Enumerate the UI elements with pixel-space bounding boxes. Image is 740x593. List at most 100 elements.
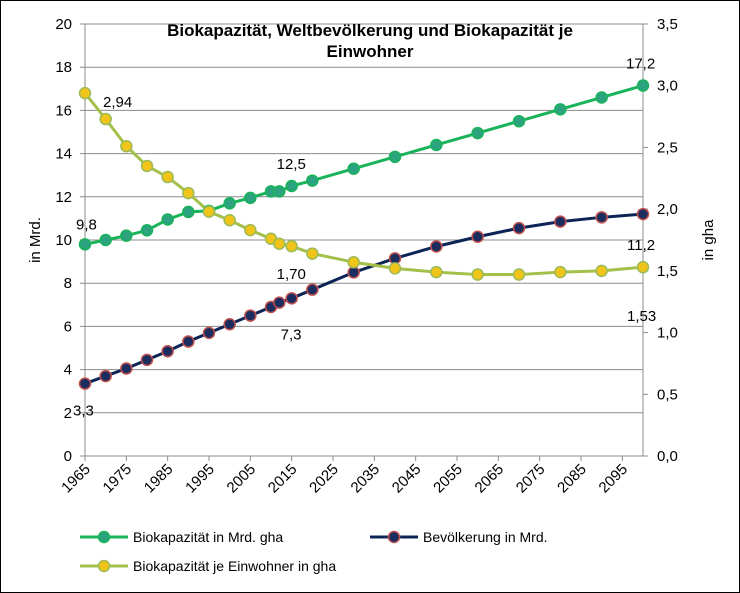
y-left-tick-label: 0	[64, 448, 72, 465]
data-point	[595, 91, 608, 104]
data-point	[202, 205, 216, 218]
data-label: 1,53	[627, 308, 656, 325]
data-point	[182, 186, 195, 200]
data-point	[430, 265, 443, 279]
data-point	[244, 191, 257, 205]
y-right-tick-label: 0,0	[657, 448, 678, 465]
y-right-tick-label: 1,5	[657, 263, 678, 280]
data-point	[120, 139, 133, 153]
y-left-tick-label: 16	[55, 102, 72, 119]
data-point	[202, 326, 216, 340]
data-point	[140, 353, 154, 367]
series-line-2	[83, 92, 644, 277]
data-point	[347, 266, 360, 279]
data-point	[273, 296, 286, 309]
y-left-tick-label: 20	[55, 16, 72, 33]
data-label: 2,94	[103, 94, 132, 111]
series-markers	[78, 79, 650, 390]
data-label: 17,2	[626, 56, 655, 73]
y-left-tick-label: 2	[64, 405, 72, 422]
data-point	[306, 247, 319, 260]
y-right-tick-label: 0,5	[657, 386, 678, 403]
y-left-tick-label: 14	[55, 146, 72, 163]
data-point	[161, 344, 174, 358]
x-tick-label: 1995	[182, 461, 218, 497]
legend-item-biokapazitaet-je-einwohner: Biokapazität je Einwohner in gha	[80, 558, 336, 574]
data-point	[285, 292, 298, 305]
data-point	[78, 238, 92, 251]
y-right-tick-label: 3,5	[657, 16, 678, 33]
data-point	[471, 230, 484, 244]
data-point	[244, 223, 257, 237]
data-point	[78, 86, 92, 100]
x-axis-ticks: 1965 1975 1985 1995 2005 2015 2025 2035 2045 2055…	[58, 461, 631, 497]
legend-item-bevoelkerung: Bevölkerung in Mrd.	[370, 529, 548, 545]
x-tick-label: 2045	[389, 461, 425, 497]
data-label: 12,5	[277, 156, 306, 173]
data-label: 11,2	[627, 237, 655, 254]
data-point	[140, 224, 154, 237]
y-right-tick-label: 2,0	[657, 201, 678, 218]
data-point	[120, 362, 133, 375]
data-point	[78, 377, 92, 390]
legend-label: Biokapazität in Mrd. gha	[133, 529, 283, 545]
y-axis-left-ticks: 0 2 4 6 8 10 12 14 16 18 20	[55, 16, 72, 465]
data-point	[99, 369, 112, 383]
legend-label: Biokapazität je Einwohner in gha	[133, 558, 336, 574]
x-tick-label: 2015	[265, 461, 301, 497]
data-point	[306, 283, 319, 296]
data-point	[161, 170, 174, 184]
data-point	[512, 268, 526, 281]
data-point	[285, 179, 298, 193]
chart-title-line1: Biokapazität, Weltbevölkerung und Biokap…	[167, 21, 573, 40]
data-point	[554, 103, 567, 116]
data-point	[223, 317, 236, 331]
data-point	[554, 215, 567, 228]
data-point	[388, 262, 402, 275]
data-point	[223, 214, 236, 227]
data-point	[554, 265, 567, 279]
x-tick-label: 2085	[554, 461, 590, 497]
x-tick-label: 2055	[430, 461, 466, 497]
data-point	[471, 268, 484, 281]
y-axis-right-label: in gha	[700, 219, 717, 261]
data-point	[99, 233, 112, 247]
data-point	[140, 159, 154, 173]
data-point	[182, 335, 195, 348]
data-point	[512, 221, 526, 235]
data-point	[636, 79, 650, 92]
x-tick-label: 1965	[58, 461, 94, 497]
y-left-tick-label: 6	[64, 318, 72, 335]
x-tick-label: 2075	[513, 461, 549, 497]
data-point	[182, 205, 195, 219]
legend-item-biokapazitaet: Biokapazität in Mrd. gha	[80, 529, 283, 545]
y-axis-right-ticks: 0,0 0,5 1,0 1,5 2,0 2,5 3,0 3,5	[657, 16, 678, 465]
data-point	[471, 126, 484, 140]
gridlines	[85, 23, 643, 414]
data-point	[430, 138, 443, 152]
data-point	[430, 240, 443, 253]
y-left-tick-label: 10	[55, 232, 72, 249]
legend-label: Bevölkerung in Mrd.	[423, 529, 548, 545]
data-point	[285, 239, 298, 253]
x-tick-label: 2025	[306, 461, 342, 497]
data-point	[347, 162, 360, 175]
data-point	[595, 211, 608, 224]
y-left-tick-label: 18	[55, 59, 72, 76]
y-right-tick-label: 3,0	[657, 78, 678, 95]
x-tick-label: 2095	[596, 461, 632, 497]
data-labels: 2,94 9,8 3,3 12,5 1,70 7,3 17,2 11,2 1,53	[73, 56, 656, 420]
data-label: 9,8	[76, 216, 97, 233]
y-right-tick-label: 1,0	[657, 325, 678, 342]
data-point	[636, 260, 650, 274]
data-point	[120, 229, 133, 242]
y-right-tick-label: 2,5	[657, 139, 678, 156]
y-left-tick-label: 4	[64, 362, 72, 379]
x-tick-label: 1975	[100, 461, 136, 497]
data-point	[99, 112, 112, 126]
data-point	[161, 213, 174, 226]
x-tick-label: 2035	[348, 461, 384, 497]
data-point	[273, 237, 286, 250]
data-point	[388, 150, 402, 164]
